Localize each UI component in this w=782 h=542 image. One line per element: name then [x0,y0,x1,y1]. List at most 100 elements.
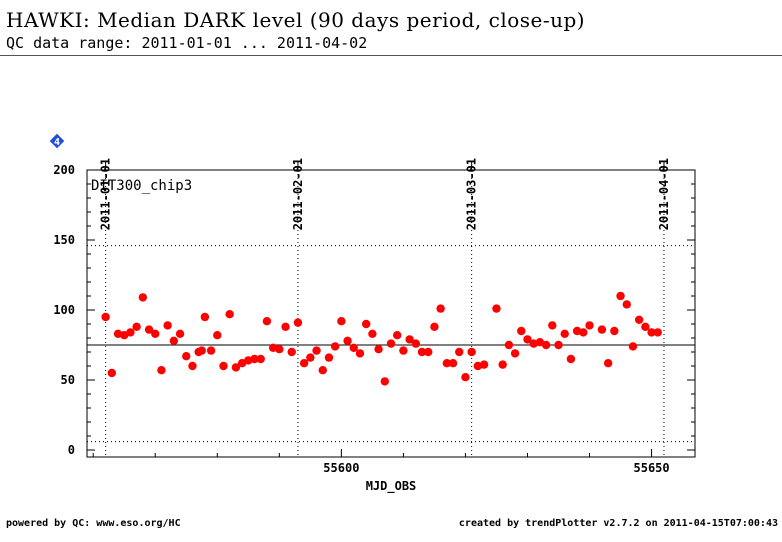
data-point [107,368,117,378]
data-point [560,329,569,338]
data-point [430,322,439,331]
data-point [603,359,613,368]
data-point [287,347,296,357]
data-point [442,359,452,368]
data-point [554,340,563,350]
data-point [256,354,265,364]
data-point [312,346,321,355]
date-marker-label: 2011-03-01 [465,158,479,230]
x-tick-label: 55600 [323,461,359,475]
page-title: HAWKI: Median DARK level (90 days period… [6,8,586,32]
data-point [318,366,327,375]
x-axis: 55600 55650 [92,449,670,475]
y-tick-label: 150 [53,233,75,247]
data-point [101,312,110,322]
data-point [169,336,179,345]
data-point [653,328,662,337]
data-point [374,345,383,354]
data-point [349,343,358,352]
data-point [647,328,656,337]
data-point [213,331,222,340]
data-point [324,353,334,362]
data-point [306,353,315,362]
y-tick-label: 100 [53,303,75,317]
data-point [188,361,197,371]
data-point [436,304,445,313]
data-range-subtitle: QC data range: 2011-01-01 ... 2011-04-02 [6,34,368,52]
data-point [523,335,532,344]
badge-label: 4 [54,137,60,148]
data-point [616,291,625,301]
data-point [299,359,309,368]
diamond-icon [48,132,66,150]
data-point [157,366,166,375]
panel-label: DIT300_chip3 [91,178,192,194]
data-point [126,328,135,337]
data-point [417,347,427,357]
y-tick-label: 200 [53,163,75,177]
data-point [225,310,234,319]
data-point [182,352,191,361]
data-point [566,354,576,364]
x-tick-label: 55650 [634,461,670,475]
data-point [262,317,272,326]
y-tick-label: 0 [68,443,75,457]
data-point [541,340,551,350]
data-point [628,342,638,351]
scatter-chart: 4 2011-01-01 2011-02-01 2011-03-01 2011-04-… [48,132,696,494]
data-point [380,377,389,386]
header-divider [0,55,782,56]
date-markers: 2011-01-01 2011-02-01 2011-03-01 2011-04-01 [99,158,671,457]
date-marker-label: 2011-01-01 [99,158,113,230]
data-point [479,360,489,369]
data-point [206,346,216,355]
data-point [200,312,210,322]
data-point [361,319,371,329]
plot-frame [86,169,696,458]
data-point [585,321,594,330]
data-point [510,349,520,358]
data-point [504,340,514,350]
data-point [368,329,377,338]
data-point [175,329,185,338]
data-point [610,326,619,336]
data-point [597,325,607,334]
footer-powered-by: powered by QC: www.eso.org/HC [6,518,181,529]
data-point [448,359,458,368]
badge[interactable]: 4 [48,132,66,150]
data-point [405,335,414,344]
data-point [424,347,433,357]
data-point [634,315,644,324]
data-point [467,347,476,357]
data-point [579,328,588,337]
y-tick-label: 50 [61,373,75,387]
data-point [163,321,172,330]
data-point [393,331,402,340]
data-point [132,322,141,331]
footer-created-by: created by trendPlotter v2.7.2 on 2011-0… [458,518,778,529]
data-point [411,339,421,348]
y-axis: 0 50 100 150 200 [53,163,695,457]
data-point [548,321,557,330]
data-point [498,360,507,369]
data-point [197,346,206,355]
data-point [231,363,241,372]
data-point [343,336,352,345]
data-point [144,325,154,334]
date-marker-label: 2011-04-01 [657,158,671,230]
data-point [492,304,501,313]
data-points [101,291,662,386]
x-axis-label: MJD_OBS [366,479,417,494]
data-point [138,293,148,302]
data-point [386,339,396,348]
data-point [517,326,526,336]
data-point [622,300,631,309]
date-marker-label: 2011-02-01 [291,158,305,230]
data-point [281,322,290,331]
data-point [275,345,284,354]
data-point [250,354,259,364]
data-point [355,349,365,358]
data-point [219,361,228,371]
data-point [151,329,160,338]
data-point [641,322,650,331]
